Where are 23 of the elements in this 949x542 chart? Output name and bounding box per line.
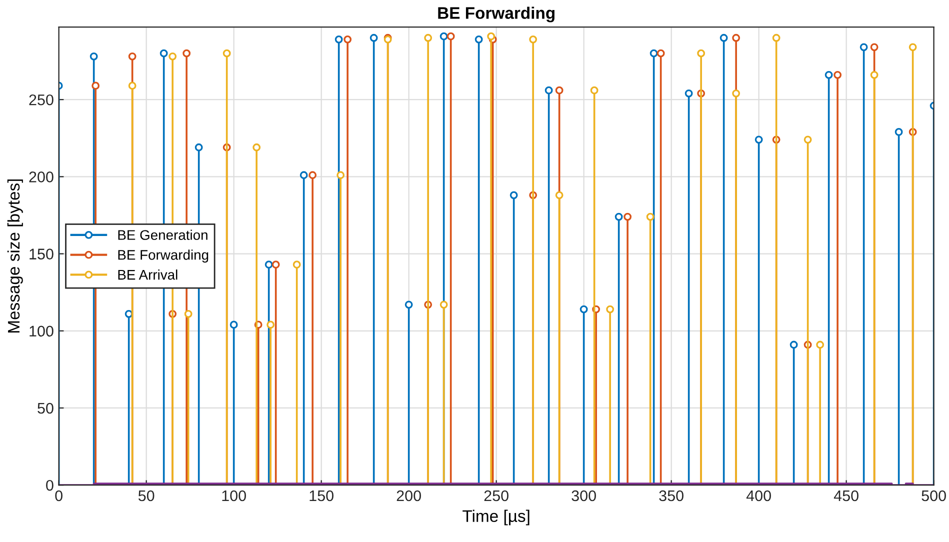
x-tick-label: 100	[222, 490, 246, 502]
legend-label: BE Arrival	[118, 270, 178, 280]
x-tick-label: 150	[310, 490, 334, 502]
x-tick-label: 300	[572, 490, 596, 502]
y-tick-label: 0	[46, 480, 54, 491]
x-tick-label: 0	[55, 490, 62, 502]
x-tick-label: 400	[746, 490, 771, 502]
legend-label: BE Generation	[118, 230, 208, 240]
y-tick-label: 100	[30, 326, 54, 337]
x-tick-label: 500	[922, 490, 946, 502]
y-tick-label: 150	[30, 248, 54, 260]
x-tick-label: 450	[834, 490, 858, 502]
x-tick-label: 350	[659, 490, 684, 502]
y-tick-label: 250	[29, 94, 54, 106]
x-tick-label: 250	[484, 490, 508, 502]
legend-label: BE Forwarding	[118, 250, 208, 263]
y-tick-label: 200	[29, 172, 54, 182]
x-axis-title: Time [µs]	[462, 510, 530, 526]
x-tick-label: 50	[138, 490, 154, 502]
x-tick-label: 200	[396, 490, 421, 502]
chart-title: BE Forwarding	[438, 6, 554, 22]
y-axis-title: Message size [bytes]	[7, 179, 23, 333]
y-tick-label: 50	[38, 402, 54, 414]
